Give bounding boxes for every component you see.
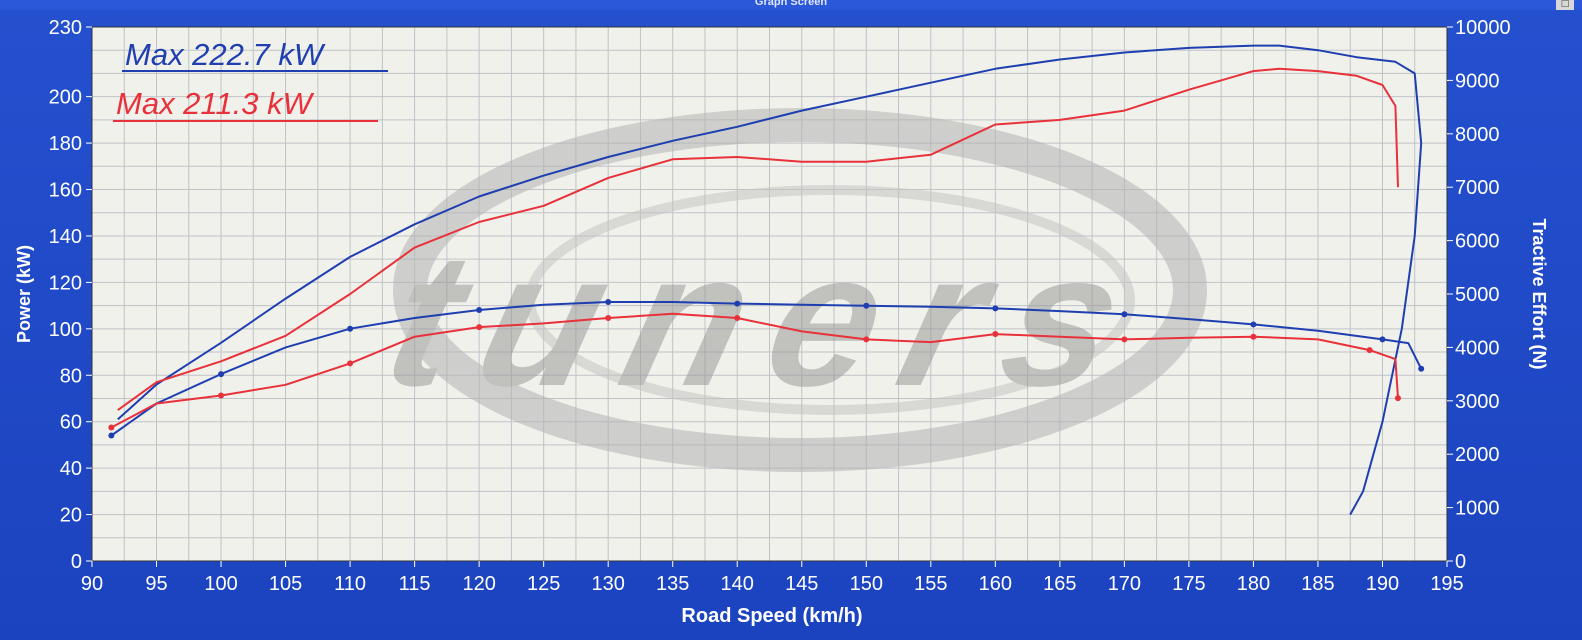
series-line-2 (117, 67, 1399, 411)
y-axis-label: Power (kW) (14, 245, 34, 343)
series-point-3 (863, 302, 870, 309)
y2-tick-label: 7000 (1455, 177, 1500, 199)
x-tick-label: 190 (1366, 573, 1399, 595)
y-tick-label: 160 (49, 180, 82, 202)
axes: 90 95 100 105 110 115 120 125 130 135 140 145 150 155… (49, 17, 1511, 595)
y-tick-label: 140 (49, 226, 82, 248)
y2-tick-label: 3000 (1455, 391, 1500, 413)
x-tick-label: 130 (592, 573, 625, 595)
series-point-4 (1121, 336, 1128, 343)
series-point-3 (734, 300, 741, 307)
x-tick-label: 150 (850, 573, 883, 595)
y2-tick-label: 8000 (1455, 124, 1500, 146)
x-tick-label: 95 (145, 573, 167, 595)
x-tick-label: 160 (979, 573, 1012, 595)
series-point-4 (218, 392, 225, 399)
y2-tick-label: 1000 (1455, 498, 1500, 520)
y2-tick-label: 4000 (1455, 337, 1500, 359)
series-point-4 (605, 315, 612, 322)
series-point-3 (1379, 336, 1386, 343)
series-point-4 (1250, 333, 1257, 340)
x-tick-label: 105 (269, 573, 302, 595)
y-tick-label: 230 (49, 17, 82, 39)
series-line-1 (117, 44, 1423, 516)
x-tick-label: 120 (462, 573, 495, 595)
y2-tick-label: 9000 (1455, 70, 1500, 92)
x-tick-label: 175 (1172, 573, 1205, 595)
watermark-swoosh-outer (393, 108, 1207, 472)
series-point-3 (1250, 321, 1257, 328)
x-tick-label: 180 (1237, 573, 1270, 595)
y-tick-label: 200 (49, 87, 82, 109)
legend-entry-run1: Max 222.7 kW (125, 37, 326, 72)
x-tick-label: 155 (914, 573, 947, 595)
series-point-3 (108, 432, 115, 439)
series-point-3 (605, 299, 612, 306)
window-restore-button[interactable]: □ (1556, 0, 1574, 10)
series-point-4 (734, 315, 741, 322)
x-tick-label: 140 (721, 573, 754, 595)
y-tick-label: 20 (60, 505, 82, 527)
window-title: Graph Screen (754, 0, 828, 8)
x-tick-label: 165 (1043, 573, 1076, 595)
y2-tick-label: 2000 (1455, 444, 1500, 466)
y-tick-label: 180 (49, 133, 82, 155)
x-tick-label: 90 (81, 573, 103, 595)
y2-tick-label: 0 (1455, 551, 1466, 573)
x-axis-label: Road Speed (km/h) (681, 605, 862, 627)
x-tick-label: 115 (399, 573, 431, 595)
series-point-4 (1366, 347, 1373, 354)
series-point-3 (218, 371, 225, 378)
series-line-4 (110, 312, 1399, 429)
y-tick-label: 80 (60, 365, 82, 387)
legend-entry-run2: Max 211.3 kW (116, 86, 315, 121)
series-point-4 (992, 331, 999, 338)
x-tick-label: 100 (204, 573, 237, 595)
y-tick-label: 100 (49, 319, 82, 341)
x-tick-label: 145 (785, 573, 818, 595)
series-line-3 (110, 301, 1423, 437)
x-tick-label: 135 (656, 573, 689, 595)
series-point-4 (347, 360, 354, 367)
y2-tick-label: 5000 (1455, 284, 1500, 306)
series-point-4 (863, 336, 870, 343)
title-bar: Graph Screen □ (0, 0, 1582, 10)
legend: Max 222.7 kW Max 211.3 kW (113, 37, 388, 122)
y-tick-label: 120 (49, 272, 82, 294)
series-point-3 (1121, 311, 1128, 318)
series-point-3 (1418, 365, 1425, 372)
y-tick-label: 40 (60, 458, 82, 480)
x-tick-label: 110 (334, 573, 366, 595)
y2-tick-label: 6000 (1455, 231, 1500, 253)
series-point-3 (347, 325, 354, 332)
x-tick-label: 125 (527, 573, 560, 595)
x-tick-label: 185 (1301, 573, 1334, 595)
series-point-4 (476, 324, 483, 331)
y2-axis-label: Tractive Effort (N) (1529, 218, 1549, 369)
y-tick-label: 60 (60, 412, 82, 434)
series-point-4 (108, 424, 115, 431)
y-tick-label: 0 (71, 551, 82, 573)
y2-tick-label: 10000 (1455, 17, 1511, 39)
series-point-3 (476, 307, 483, 314)
watermark-swoosh-inner (525, 185, 1135, 415)
series-layer (108, 44, 1425, 516)
series-point-4 (1394, 395, 1401, 402)
series-point-3 (992, 305, 999, 312)
x-tick-label: 170 (1108, 573, 1141, 595)
x-tick-label: 195 (1430, 573, 1463, 595)
